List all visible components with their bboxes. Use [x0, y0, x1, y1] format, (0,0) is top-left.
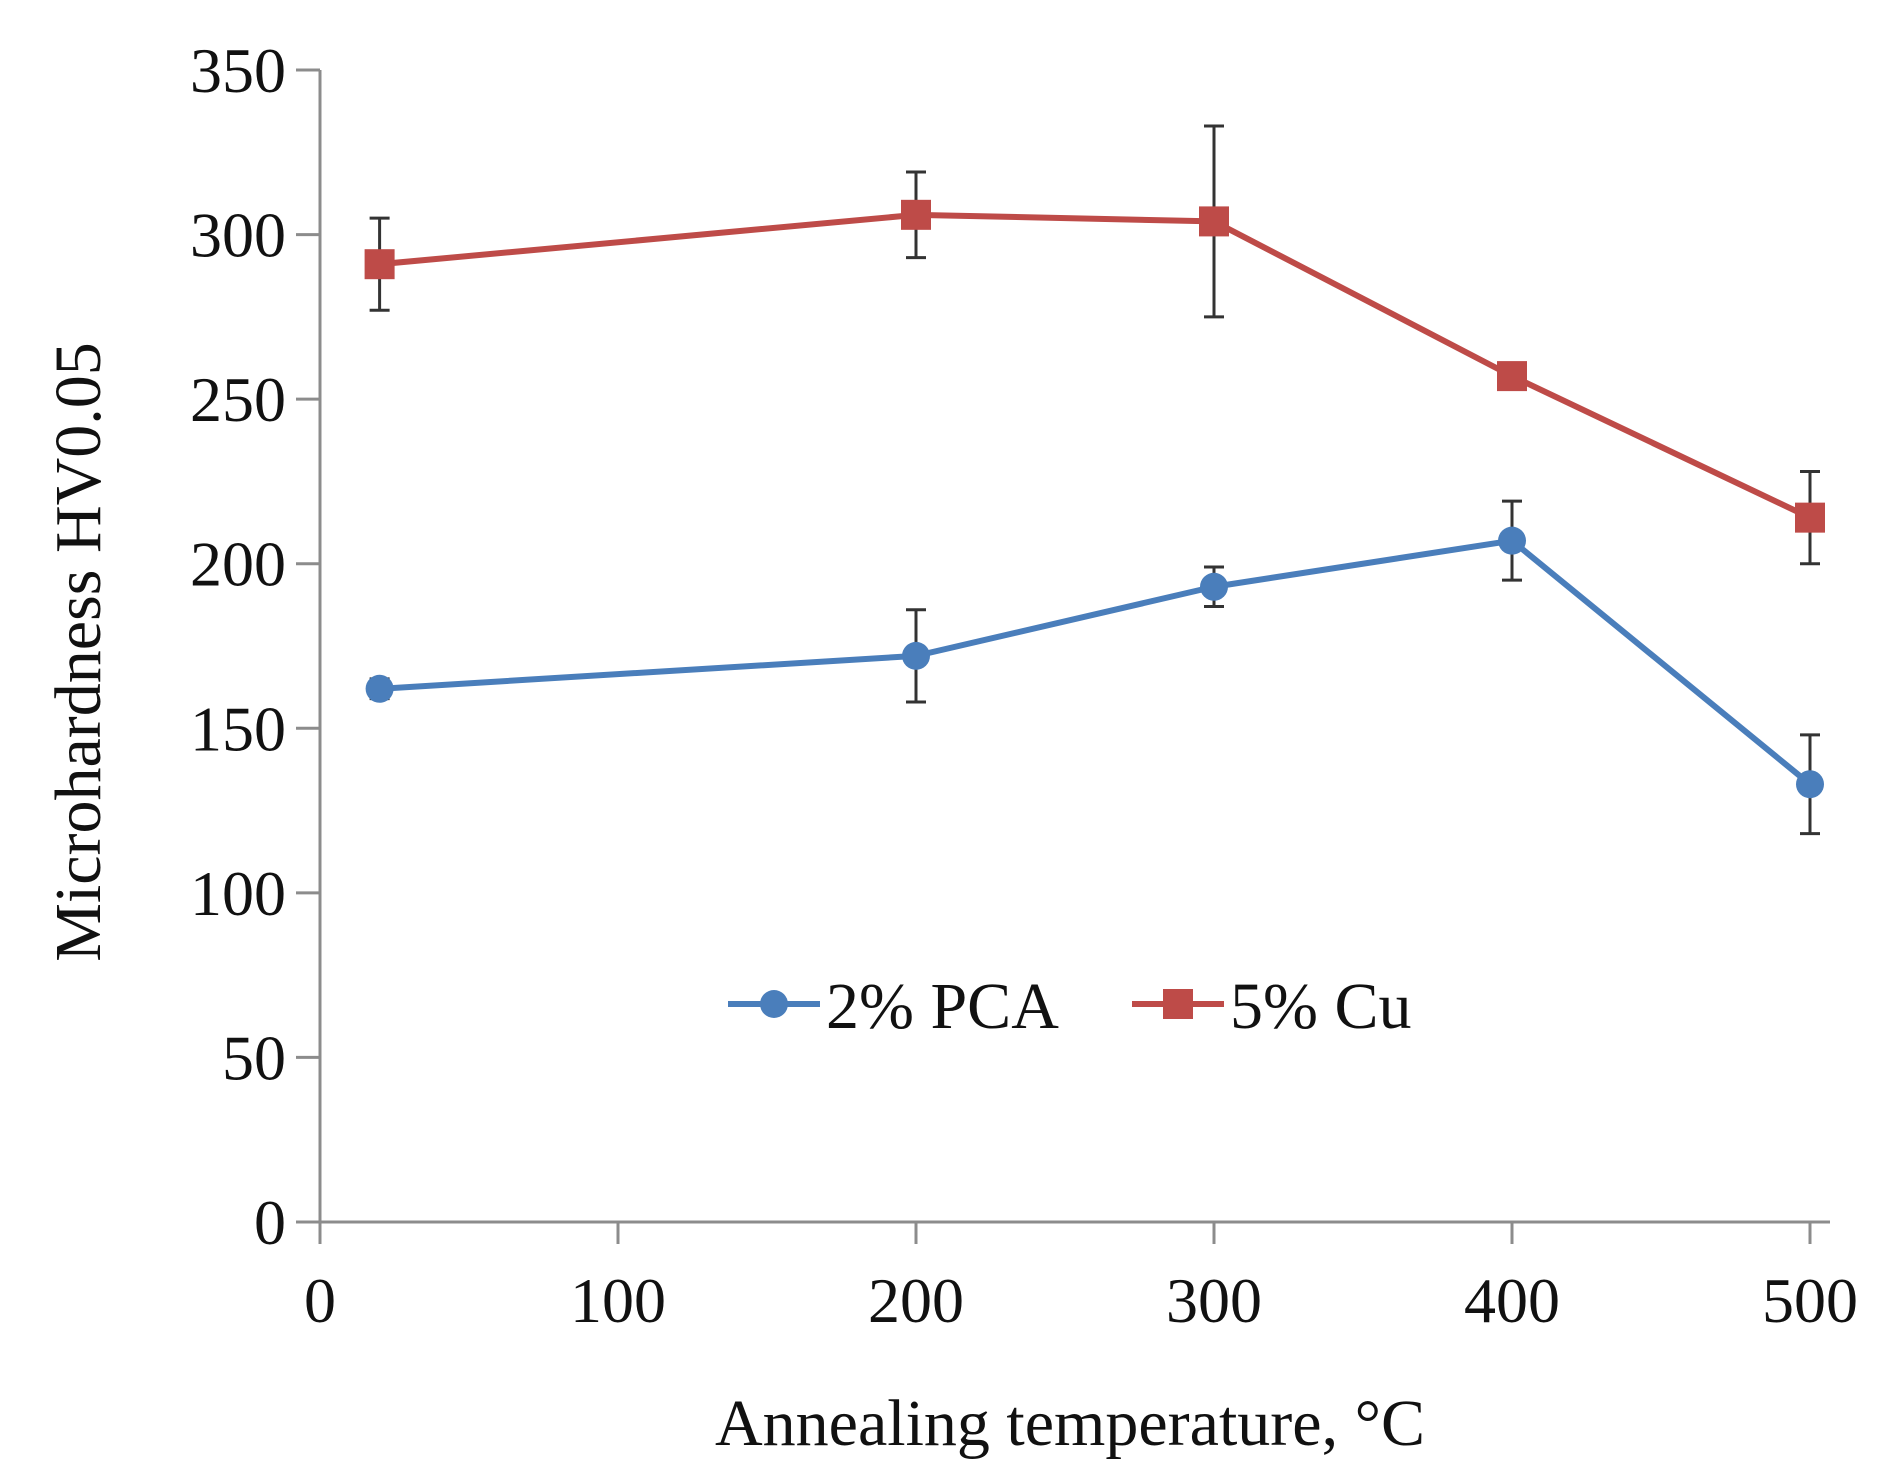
x-tick-label: 100: [570, 1265, 666, 1336]
axes: 0 50 100 150 200 250 300 350 0 100 200 300 400 500: [190, 35, 1858, 1336]
data-point-2-pca: [1200, 572, 1228, 601]
y-tick-label: 300: [190, 200, 286, 271]
x-tick-label: 500: [1762, 1265, 1858, 1336]
x-tick-label: 400: [1464, 1265, 1560, 1336]
x-axis-title: Annealing temperature, °C: [715, 1387, 1425, 1460]
data-point-5-cu: [1795, 502, 1825, 533]
data-point-5-cu: [364, 249, 395, 280]
series-line-2-pca: [379, 537, 1812, 787]
data-point-5-cu: [1497, 361, 1527, 392]
legend-marker-5-cu: [1163, 989, 1193, 1019]
data-point-2-pca: [1796, 770, 1824, 799]
y-tick-label: 0: [254, 1187, 286, 1258]
data-point-2-pca: [365, 674, 394, 703]
y-tick-label: 200: [190, 529, 286, 600]
y-tick-label: 350: [190, 35, 286, 106]
y-tick-label: 100: [190, 858, 286, 929]
y-tick-label: 250: [190, 364, 286, 435]
y-tick-label: 50: [222, 1022, 286, 1093]
y-axis-title: Microhardness HV0.05: [42, 342, 115, 962]
data-point-2-pca: [902, 641, 930, 670]
series-line-5-cu: [379, 211, 1812, 521]
legend: 2% PCA 5% Cu: [728, 970, 1412, 1043]
x-tick-label: 300: [1166, 1265, 1262, 1336]
series-2-pca: [365, 499, 1824, 836]
data-point-5-cu: [1199, 206, 1229, 237]
x-tick-label: 0: [304, 1265, 336, 1336]
legend-label-5-cu: 5% Cu: [1230, 970, 1412, 1043]
series-layer: [364, 124, 1825, 836]
data-point-5-cu: [901, 199, 931, 230]
legend-marker-2-pca: [760, 990, 788, 1018]
y-ticks: 0 50 100 150 200 250 300 350: [190, 35, 320, 1258]
y-tick-label: 150: [190, 693, 286, 764]
x-tick-label: 200: [868, 1265, 964, 1336]
legend-label-2-pca: 2% PCA: [826, 970, 1059, 1043]
series-5-cu: [364, 124, 1825, 566]
data-point-2-pca: [1498, 526, 1526, 555]
x-ticks: 0 100 200 300 400 500: [304, 1222, 1858, 1336]
